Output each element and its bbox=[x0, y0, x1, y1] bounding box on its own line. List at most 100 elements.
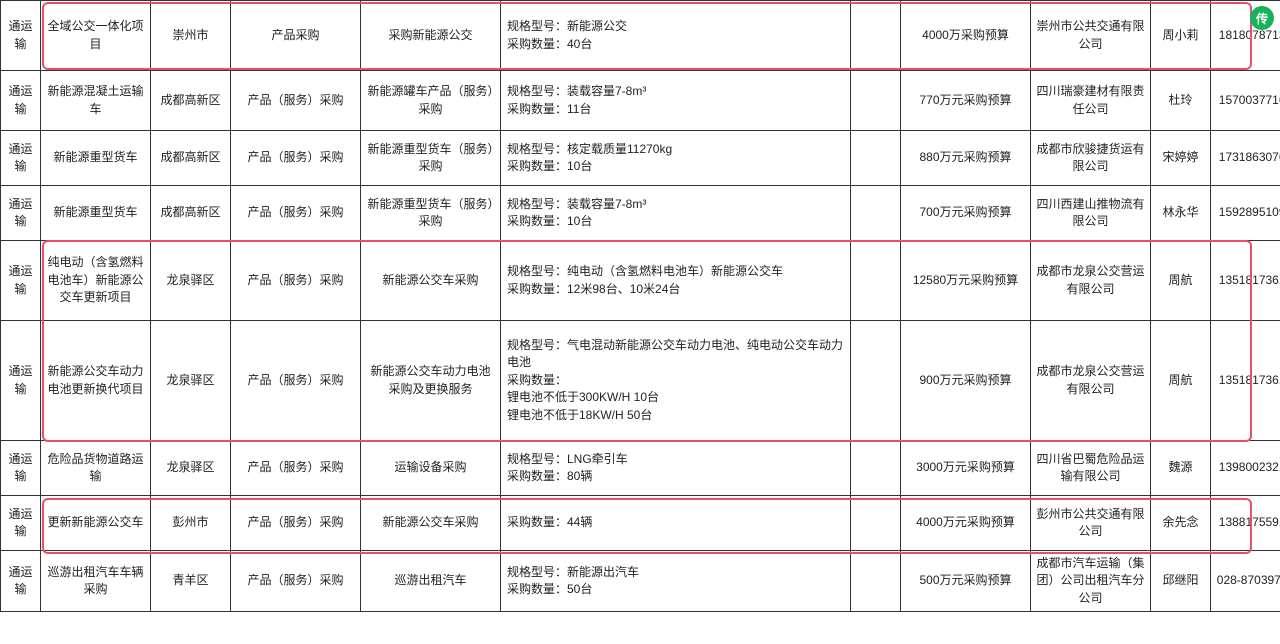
cell-c6 bbox=[851, 321, 901, 441]
cell-c7: 900万元采购预算 bbox=[901, 321, 1031, 441]
cell-c9: 林永华 bbox=[1151, 186, 1211, 241]
cell-c10: 028-87039777 bbox=[1211, 551, 1280, 612]
cell-c5: 规格型号：气电混动新能源公交车动力电池、纯电动公交车动力电池采购数量：锂电池不低… bbox=[501, 321, 851, 441]
cell-c0: 通运输 bbox=[1, 71, 41, 131]
cell-c1: 新能源公交车动力电池更新换代项目 bbox=[41, 321, 151, 441]
cell-c7: 4000万元采购预算 bbox=[901, 496, 1031, 551]
cell-c9: 周航 bbox=[1151, 241, 1211, 321]
cell-c8: 四川瑞豪建材有限责任公司 bbox=[1031, 71, 1151, 131]
cell-c9: 杜玲 bbox=[1151, 71, 1211, 131]
cell-c7: 770万元采购预算 bbox=[901, 71, 1031, 131]
cell-c6 bbox=[851, 241, 901, 321]
cell-c1: 更新新能源公交车 bbox=[41, 496, 151, 551]
cell-c4: 运输设备采购 bbox=[361, 441, 501, 496]
cell-c0: 通运输 bbox=[1, 131, 41, 186]
table-row: 通运输全域公交一体化项目崇州市产品采购采购新能源公交规格型号：新能源公交采购数量… bbox=[1, 1, 1280, 71]
cell-c8: 崇州市公共交通有限公司 bbox=[1031, 1, 1151, 71]
table-row: 通运输巡游出租汽车车辆采购青羊区产品（服务）采购巡游出租汽车规格型号：新能源出汽… bbox=[1, 551, 1280, 612]
cell-c8: 成都市欣骏捷货运有限公司 bbox=[1031, 131, 1151, 186]
cell-c2: 成都高新区 bbox=[151, 186, 231, 241]
cell-c10: 13980023214 bbox=[1211, 441, 1280, 496]
procurement-table-wrap: 通运输全域公交一体化项目崇州市产品采购采购新能源公交规格型号：新能源公交采购数量… bbox=[0, 0, 1280, 612]
cell-c0: 通运输 bbox=[1, 551, 41, 612]
cell-c5: 规格型号：核定载质量11270kg采购数量：10台 bbox=[501, 131, 851, 186]
cell-c9: 魏源 bbox=[1151, 441, 1211, 496]
cell-c7: 12580万元采购预算 bbox=[901, 241, 1031, 321]
feedback-badge[interactable]: 传 bbox=[1250, 6, 1274, 30]
cell-c9: 周航 bbox=[1151, 321, 1211, 441]
cell-c1: 全域公交一体化项目 bbox=[41, 1, 151, 71]
cell-c3: 产品（服务）采购 bbox=[231, 441, 361, 496]
cell-c9: 邱继阳 bbox=[1151, 551, 1211, 612]
cell-c8: 成都市汽车运输（集团）公司出租汽车分公司 bbox=[1031, 551, 1151, 612]
table-row: 通运输新能源重型货车成都高新区产品（服务）采购新能源重型货车（服务）采购规格型号… bbox=[1, 186, 1280, 241]
cell-c10: 15700377169 bbox=[1211, 71, 1280, 131]
cell-c2: 青羊区 bbox=[151, 551, 231, 612]
cell-c8: 四川省巴蜀危险品运输有限公司 bbox=[1031, 441, 1151, 496]
cell-c2: 成都高新区 bbox=[151, 131, 231, 186]
table-row: 通运输新能源重型货车成都高新区产品（服务）采购新能源重型货车（服务）采购规格型号… bbox=[1, 131, 1280, 186]
table-row: 通运输纯电动（含氢燃料电池车）新能源公交车更新项目龙泉驿区产品（服务）采购新能源… bbox=[1, 241, 1280, 321]
cell-c2: 龙泉驿区 bbox=[151, 441, 231, 496]
cell-c8: 成都市龙泉公交营运有限公司 bbox=[1031, 321, 1151, 441]
table-row: 通运输新能源公交车动力电池更新换代项目龙泉驿区产品（服务）采购新能源公交车动力电… bbox=[1, 321, 1280, 441]
cell-c4: 新能源公交车采购 bbox=[361, 496, 501, 551]
table-row: 通运输更新新能源公交车彭州市产品（服务）采购新能源公交车采购采购数量：44辆40… bbox=[1, 496, 1280, 551]
cell-c4: 新能源公交车动力电池采购及更换服务 bbox=[361, 321, 501, 441]
cell-c3: 产品（服务）采购 bbox=[231, 551, 361, 612]
cell-c3: 产品（服务）采购 bbox=[231, 496, 361, 551]
cell-c6 bbox=[851, 131, 901, 186]
cell-c5: 规格型号：纯电动（含氢燃料电池车）新能源公交车采购数量：12米98台、10米24… bbox=[501, 241, 851, 321]
badge-text: 传 bbox=[1256, 10, 1268, 27]
procurement-table: 通运输全域公交一体化项目崇州市产品采购采购新能源公交规格型号：新能源公交采购数量… bbox=[0, 0, 1280, 612]
cell-c6 bbox=[851, 551, 901, 612]
cell-c0: 通运输 bbox=[1, 186, 41, 241]
cell-c10: 17318630760 bbox=[1211, 131, 1280, 186]
cell-c5: 采购数量：44辆 bbox=[501, 496, 851, 551]
cell-c1: 巡游出租汽车车辆采购 bbox=[41, 551, 151, 612]
cell-c9: 周小莉 bbox=[1151, 1, 1211, 71]
cell-c2: 崇州市 bbox=[151, 1, 231, 71]
table-row: 通运输危险品货物道路运输龙泉驿区产品（服务）采购运输设备采购规格型号：LNG牵引… bbox=[1, 441, 1280, 496]
cell-c1: 纯电动（含氢燃料电池车）新能源公交车更新项目 bbox=[41, 241, 151, 321]
cell-c4: 新能源重型货车（服务）采购 bbox=[361, 186, 501, 241]
cell-c8: 彭州市公共交通有限公司 bbox=[1031, 496, 1151, 551]
cell-c5: 规格型号：新能源出汽车采购数量：50台 bbox=[501, 551, 851, 612]
cell-c4: 新能源公交车采购 bbox=[361, 241, 501, 321]
cell-c7: 500万元采购预算 bbox=[901, 551, 1031, 612]
cell-c6 bbox=[851, 186, 901, 241]
cell-c9: 宋婷婷 bbox=[1151, 131, 1211, 186]
cell-c0: 通运输 bbox=[1, 241, 41, 321]
cell-c7: 700万元采购预算 bbox=[901, 186, 1031, 241]
cell-c0: 通运输 bbox=[1, 441, 41, 496]
cell-c7: 4000万采购预算 bbox=[901, 1, 1031, 71]
cell-c0: 通运输 bbox=[1, 321, 41, 441]
cell-c10: 13518173619 bbox=[1211, 321, 1280, 441]
cell-c4: 巡游出租汽车 bbox=[361, 551, 501, 612]
cell-c0: 通运输 bbox=[1, 496, 41, 551]
cell-c5: 规格型号：装载容量7-8m³采购数量：10台 bbox=[501, 186, 851, 241]
cell-c6 bbox=[851, 496, 901, 551]
cell-c1: 新能源重型货车 bbox=[41, 131, 151, 186]
cell-c3: 产品采购 bbox=[231, 1, 361, 71]
cell-c2: 龙泉驿区 bbox=[151, 241, 231, 321]
cell-c2: 龙泉驿区 bbox=[151, 321, 231, 441]
cell-c9: 余先念 bbox=[1151, 496, 1211, 551]
cell-c6 bbox=[851, 1, 901, 71]
cell-c4: 新能源罐车产品（服务）采购 bbox=[361, 71, 501, 131]
cell-c8: 成都市龙泉公交营运有限公司 bbox=[1031, 241, 1151, 321]
cell-c7: 3000万元采购预算 bbox=[901, 441, 1031, 496]
cell-c0: 通运输 bbox=[1, 1, 41, 71]
cell-c1: 危险品货物道路运输 bbox=[41, 441, 151, 496]
cell-c3: 产品（服务）采购 bbox=[231, 131, 361, 186]
cell-c10: 13881755912 bbox=[1211, 496, 1280, 551]
cell-c10: 13518173619 bbox=[1211, 241, 1280, 321]
cell-c7: 880万元采购预算 bbox=[901, 131, 1031, 186]
cell-c5: 规格型号：新能源公交采购数量：40台 bbox=[501, 1, 851, 71]
cell-c6 bbox=[851, 71, 901, 131]
cell-c8: 四川西建山推物流有限公司 bbox=[1031, 186, 1151, 241]
cell-c3: 产品（服务）采购 bbox=[231, 71, 361, 131]
table-row: 通运输新能源混凝土运输车成都高新区产品（服务）采购新能源罐车产品（服务）采购规格… bbox=[1, 71, 1280, 131]
cell-c4: 采购新能源公交 bbox=[361, 1, 501, 71]
cell-c6 bbox=[851, 441, 901, 496]
